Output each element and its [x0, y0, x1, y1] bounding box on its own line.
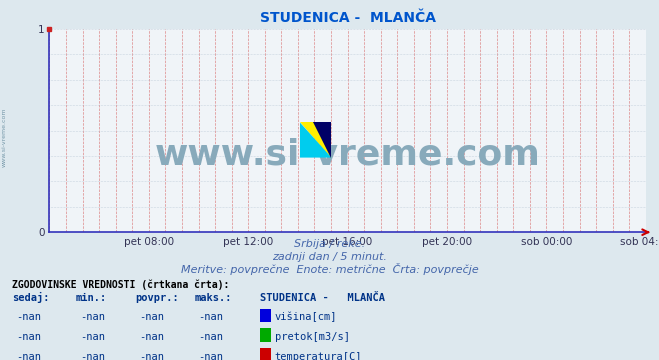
Text: -nan: -nan	[16, 352, 41, 360]
Text: STUDENICA -   MLANČA: STUDENICA - MLANČA	[260, 293, 386, 303]
Text: -nan: -nan	[139, 312, 164, 323]
Text: pretok[m3/s]: pretok[m3/s]	[275, 332, 350, 342]
Text: -nan: -nan	[139, 332, 164, 342]
Text: -nan: -nan	[80, 332, 105, 342]
Text: -nan: -nan	[80, 352, 105, 360]
Title: STUDENICA -  MLANČA: STUDENICA - MLANČA	[260, 11, 436, 25]
Text: ZGODOVINSKE VREDNOSTI (črtkana črta):: ZGODOVINSKE VREDNOSTI (črtkana črta):	[12, 279, 229, 290]
Text: temperatura[C]: temperatura[C]	[275, 352, 362, 360]
Text: Meritve: povprečne  Enote: metrične  Črta: povprečje: Meritve: povprečne Enote: metrične Črta:…	[181, 263, 478, 275]
Text: -nan: -nan	[16, 312, 41, 323]
Text: min.:: min.:	[76, 293, 107, 303]
Text: -nan: -nan	[80, 312, 105, 323]
Text: -nan: -nan	[198, 312, 223, 323]
Text: -nan: -nan	[139, 352, 164, 360]
Text: povpr.:: povpr.:	[135, 293, 179, 303]
Text: www.si-vreme.com: www.si-vreme.com	[2, 107, 7, 167]
Text: višina[cm]: višina[cm]	[275, 312, 337, 323]
Polygon shape	[300, 122, 331, 158]
Text: zadnji dan / 5 minut.: zadnji dan / 5 minut.	[272, 252, 387, 262]
Text: -nan: -nan	[198, 352, 223, 360]
Polygon shape	[313, 122, 331, 158]
Text: maks.:: maks.:	[194, 293, 232, 303]
Text: -nan: -nan	[198, 332, 223, 342]
Text: Srbija / reke.: Srbija / reke.	[294, 239, 365, 249]
Polygon shape	[300, 122, 331, 158]
Text: www.si-vreme.com: www.si-vreme.com	[155, 138, 540, 172]
Text: sedaj:: sedaj:	[12, 292, 49, 303]
Text: -nan: -nan	[16, 332, 41, 342]
